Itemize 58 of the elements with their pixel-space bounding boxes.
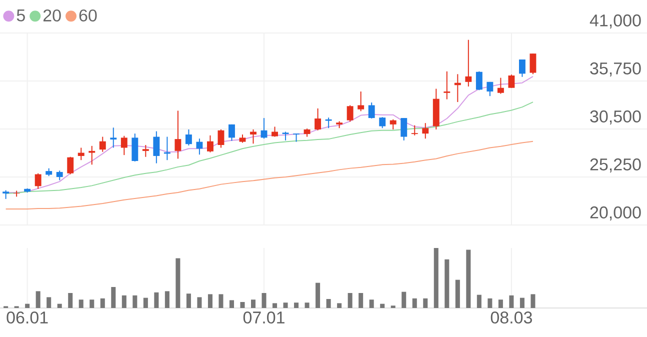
bar — [466, 250, 471, 308]
bar — [197, 297, 202, 308]
bar — [530, 294, 536, 308]
bar — [520, 298, 524, 308]
bar — [122, 295, 126, 308]
x-tick-label: 07.01 — [243, 312, 284, 324]
bar — [412, 298, 417, 308]
bar — [36, 291, 40, 308]
bar — [176, 258, 180, 308]
bar — [272, 303, 278, 308]
y-tick-label: 25,250 — [590, 158, 641, 172]
bar — [358, 293, 364, 308]
bar — [57, 304, 62, 308]
bar — [444, 259, 450, 308]
x-tick-label: 06.01 — [6, 312, 48, 324]
bar — [90, 300, 94, 308]
bar — [294, 302, 299, 308]
bar — [380, 304, 385, 308]
bar — [455, 280, 460, 308]
legend-label: 20 — [43, 9, 61, 22]
bar — [229, 300, 234, 308]
bar — [68, 293, 73, 308]
bar — [488, 298, 492, 308]
y-tick-label: 41,000 — [590, 14, 641, 28]
bar — [283, 302, 288, 308]
legend-label: 5 — [16, 10, 25, 22]
bar — [337, 303, 342, 308]
bar — [423, 298, 428, 308]
bar — [240, 302, 245, 308]
bar — [304, 302, 310, 308]
bar — [498, 300, 503, 308]
bar — [78, 300, 84, 308]
bar — [262, 293, 266, 308]
legend-label: 60 — [79, 9, 97, 22]
bar — [218, 294, 224, 308]
bar — [369, 300, 374, 308]
bar — [476, 294, 482, 308]
y-tick-label: 35,750 — [590, 62, 641, 76]
bar — [164, 291, 170, 308]
bar — [316, 282, 320, 308]
bar — [250, 300, 256, 308]
bar — [402, 292, 406, 308]
bar — [154, 292, 159, 308]
y-tick-label: 30,500 — [590, 110, 641, 124]
bar — [25, 304, 30, 308]
bar — [143, 298, 148, 308]
bar — [208, 294, 212, 308]
bar — [509, 295, 514, 308]
bar — [111, 287, 116, 308]
y-tick-label: 20,000 — [590, 206, 641, 220]
bar — [348, 293, 352, 308]
x-tick-label: 08.03 — [490, 312, 532, 324]
bar — [132, 295, 138, 308]
bar — [100, 298, 105, 308]
bar — [326, 299, 331, 308]
bar — [46, 297, 52, 308]
bar — [186, 294, 191, 308]
bar — [434, 248, 438, 308]
